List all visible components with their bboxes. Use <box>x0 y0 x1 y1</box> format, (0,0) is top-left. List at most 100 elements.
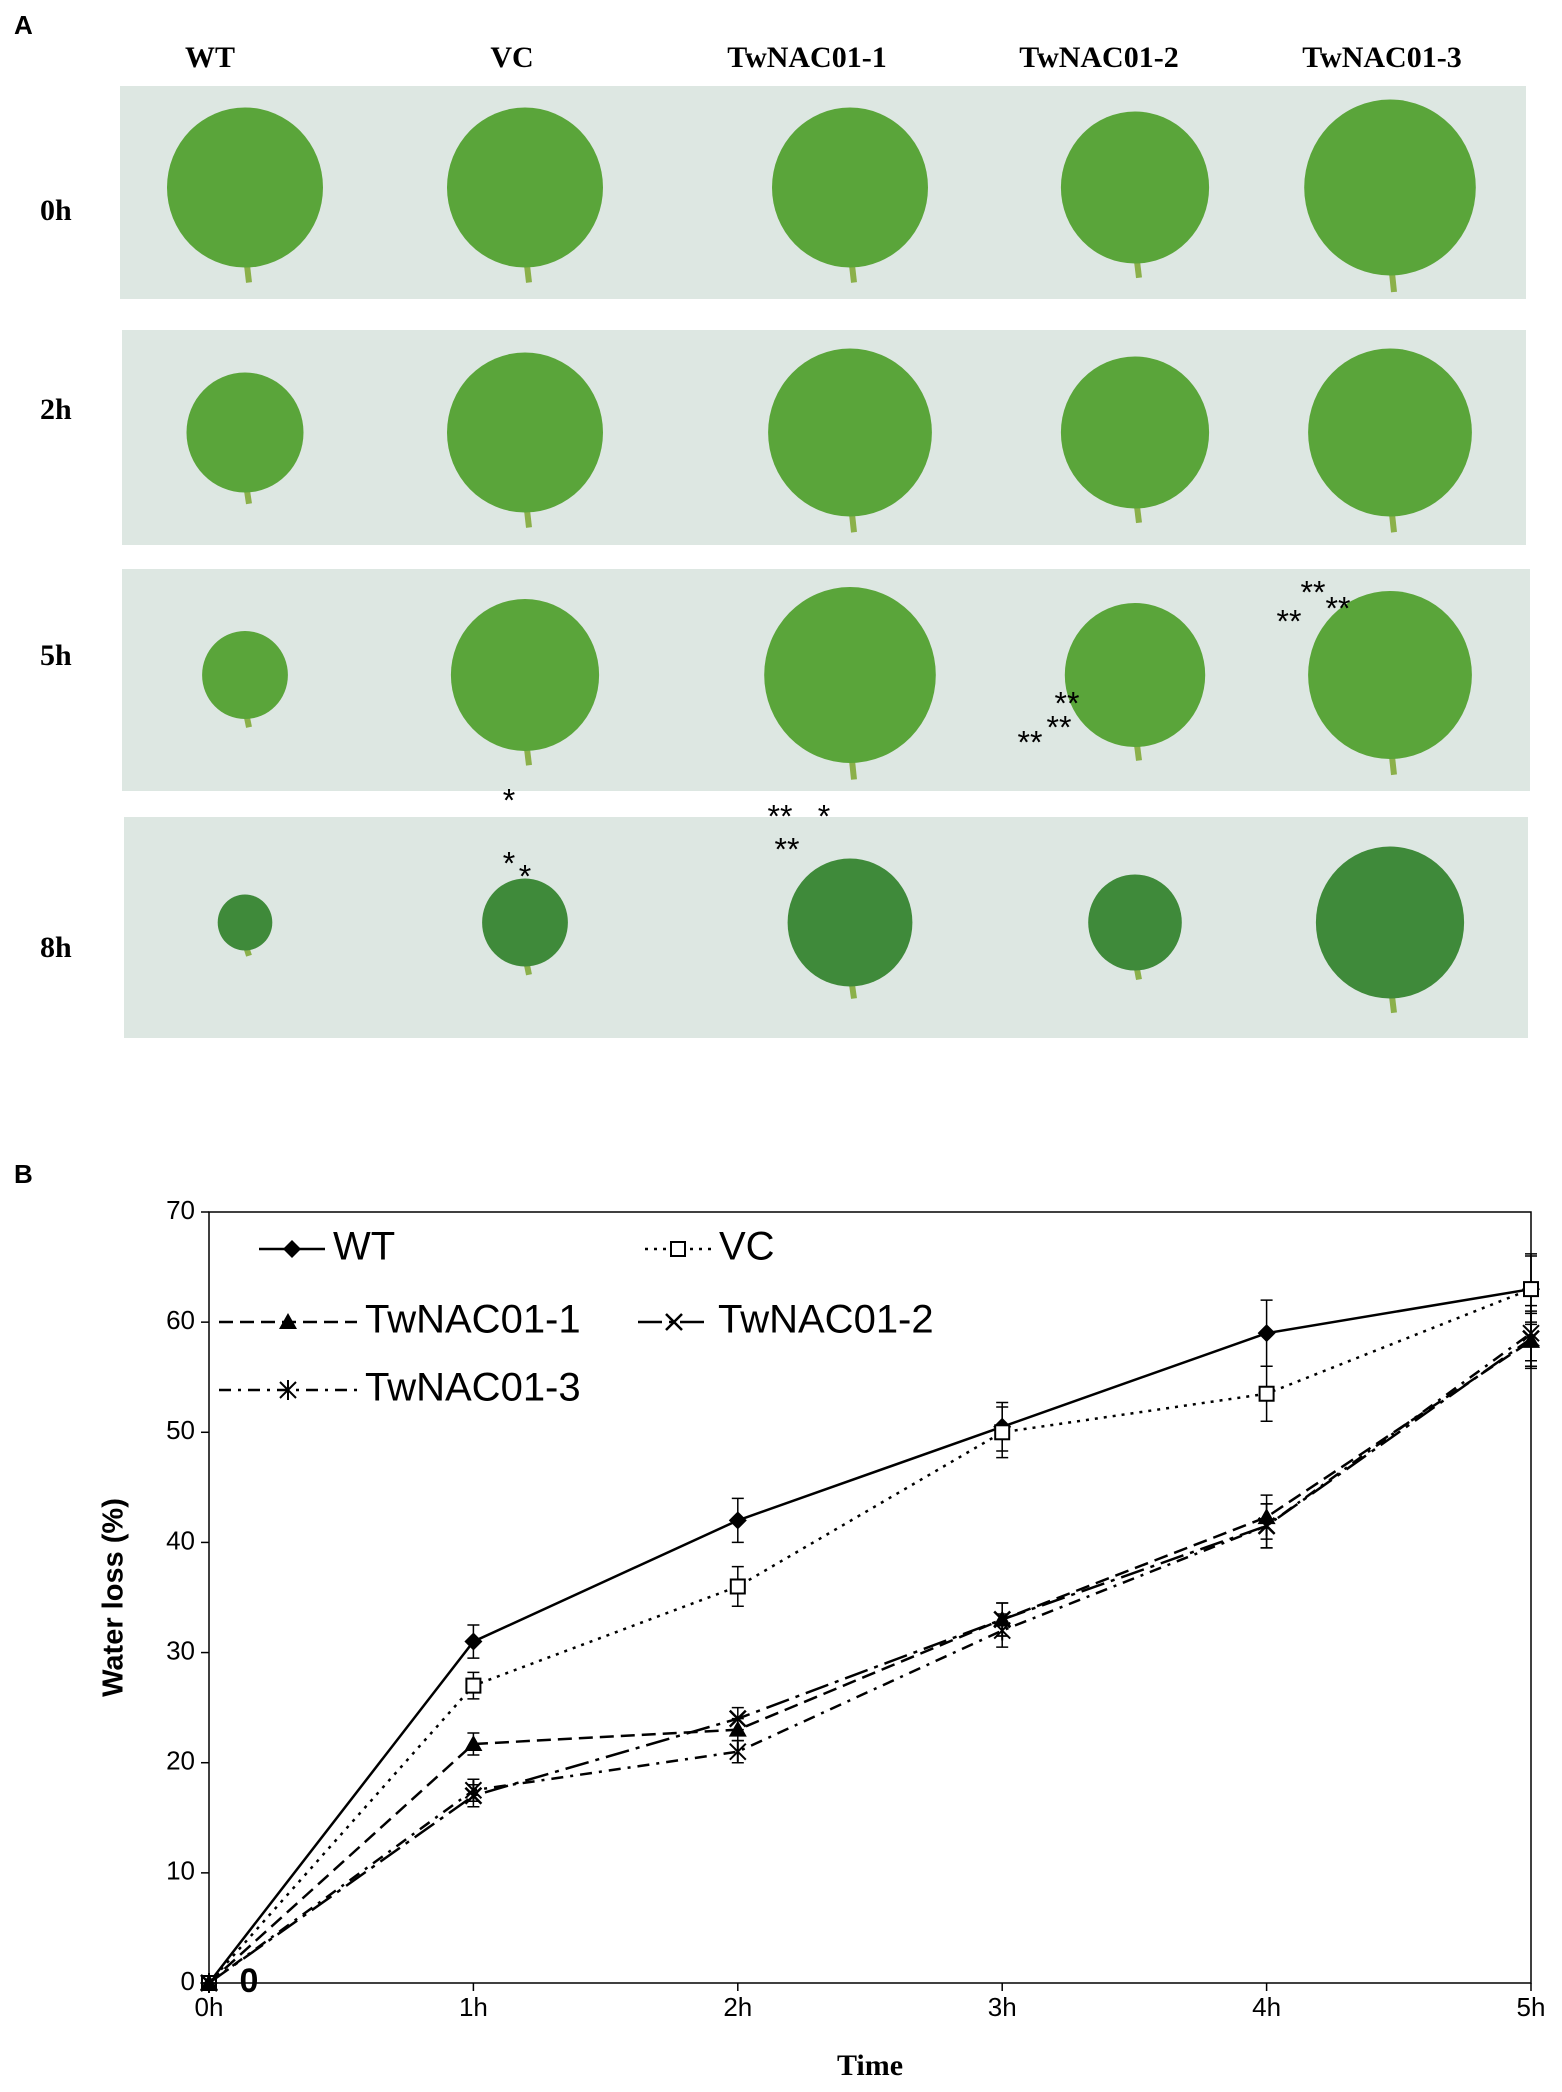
annotation: * <box>818 798 830 834</box>
marker-shape <box>728 1511 747 1530</box>
leaf <box>1060 111 1210 264</box>
annotation: ** <box>1326 590 1351 626</box>
column-label: VC <box>490 41 533 74</box>
data-point <box>464 1780 483 1801</box>
x-tick-label: 3h <box>988 1992 1017 2022</box>
marker-shape <box>464 1632 483 1651</box>
y-tick-label: 10 <box>166 1856 195 1886</box>
marker-shape <box>1522 1323 1540 1344</box>
leaf <box>764 587 936 763</box>
plot-frame <box>208 1211 1532 1984</box>
leaf <box>1315 846 1465 999</box>
marker-shape <box>464 1734 483 1751</box>
marker-shape <box>1523 1281 1539 1298</box>
annotation: * <box>503 782 515 818</box>
data-point <box>728 1709 747 1728</box>
legend-marker <box>665 1313 683 1331</box>
marker-shape <box>1257 1324 1276 1343</box>
leaf <box>167 107 323 268</box>
column-label: TwNAC01-3 <box>1302 41 1461 74</box>
data-point <box>200 1973 218 1993</box>
annotation: * <box>503 845 515 881</box>
column-label: WT <box>185 41 235 74</box>
leaf <box>1088 874 1182 971</box>
marker-shape <box>670 1241 686 1257</box>
legend-label: VC <box>719 1225 775 1269</box>
data-point <box>1523 1281 1539 1298</box>
leaf <box>787 858 913 987</box>
legend-marker <box>670 1241 686 1257</box>
column-label: TwNAC01-2 <box>1019 41 1178 74</box>
legend-marker <box>283 1240 301 1258</box>
legend-label: TwNAC01-2 <box>718 1298 934 1342</box>
row-label: 8h <box>40 931 72 964</box>
legend-label: WT <box>333 1225 395 1269</box>
leaf <box>1060 356 1210 509</box>
legend-label: TwNAC01-1 <box>365 1298 581 1342</box>
leaf <box>1304 99 1476 276</box>
x-tick-label: 1h <box>459 1992 488 2022</box>
leaf <box>450 599 600 751</box>
marker-shape <box>729 1741 747 1762</box>
data-point <box>728 1511 747 1530</box>
y-axis-title: Water loss (%) <box>98 1498 130 1697</box>
data-point <box>1257 1324 1276 1343</box>
leaf <box>217 894 273 951</box>
marker-shape <box>279 1313 297 1329</box>
x-tick-label: 2h <box>723 1992 752 2022</box>
leaf <box>1308 348 1472 517</box>
annotation: 0 <box>240 1962 259 2000</box>
data-point <box>729 1578 746 1595</box>
marker-shape <box>200 1973 218 1993</box>
marker-shape <box>279 1380 297 1400</box>
annotation: ** <box>1277 603 1302 639</box>
leaf <box>772 107 928 268</box>
y-tick-label: 40 <box>166 1525 195 1555</box>
marker-shape <box>283 1240 301 1258</box>
row-label: 0h <box>40 194 72 227</box>
marker-shape <box>728 1709 747 1728</box>
data-point <box>1522 1323 1540 1344</box>
marker-shape <box>465 1677 482 1694</box>
leaf <box>447 107 603 268</box>
data-point <box>1257 1515 1276 1536</box>
annotation: ** <box>1047 709 1072 745</box>
x-tick-label: 0h <box>195 1992 224 2022</box>
marker-shape <box>1257 1515 1276 1536</box>
annotation: ** <box>1018 724 1043 760</box>
y-tick-label: 50 <box>166 1415 195 1445</box>
data-point <box>464 1734 483 1751</box>
x-tick-label: 4h <box>1252 1992 1281 2022</box>
marker-shape <box>993 1620 1011 1641</box>
y-tick-label: 30 <box>166 1635 195 1665</box>
marker-shape <box>464 1780 483 1801</box>
marker-shape <box>665 1313 683 1331</box>
leaf <box>1308 591 1472 759</box>
marker-shape <box>729 1578 746 1595</box>
data-point <box>465 1677 482 1694</box>
data-point <box>993 1620 1011 1641</box>
annotation: ** <box>1055 685 1080 721</box>
marker-shape <box>994 1424 1011 1441</box>
data-point <box>994 1424 1011 1441</box>
row-label: 2h <box>40 393 72 426</box>
leaf <box>768 348 932 517</box>
y-tick-label: 20 <box>166 1746 195 1776</box>
legend-label: TwNAC01-3 <box>365 1366 581 1410</box>
data-point <box>464 1632 483 1651</box>
leaf <box>202 631 288 719</box>
legend-marker <box>279 1380 297 1400</box>
series-line <box>208 1332 1532 1985</box>
series-line <box>208 1287 1532 1984</box>
panel-label: B <box>14 1159 33 1189</box>
series-line <box>208 1339 1532 1984</box>
x-tick-label: 5h <box>1517 1992 1546 2022</box>
y-tick-label: 0 <box>181 1966 195 1996</box>
row-label: 5h <box>40 639 72 672</box>
annotation: ** <box>1301 574 1326 610</box>
x-axis-title: Time <box>837 2049 903 2082</box>
leaf <box>186 372 304 493</box>
y-tick-label: 60 <box>166 1305 195 1335</box>
column-label: TwNAC01-1 <box>727 41 886 74</box>
